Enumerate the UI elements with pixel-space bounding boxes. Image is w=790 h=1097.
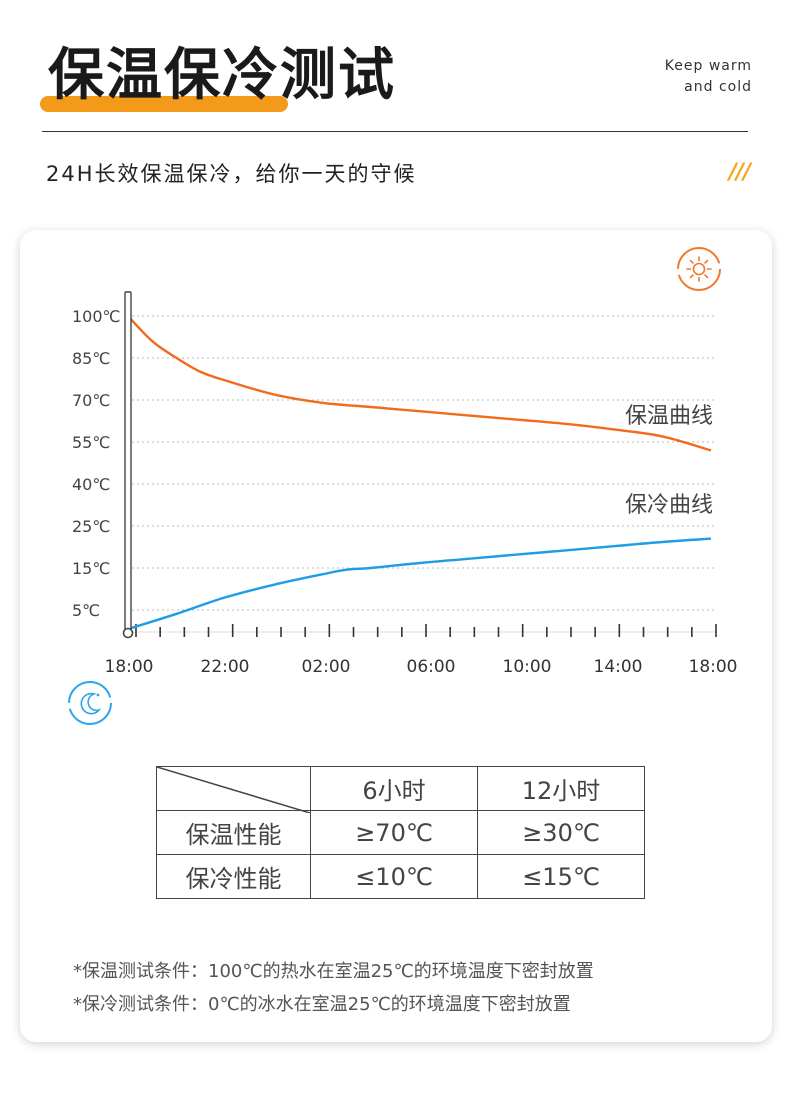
x-tick-label: 02:00 — [302, 657, 351, 677]
row-label: 保冷性能 — [156, 854, 311, 899]
y-tick-label: 40℃ — [72, 475, 110, 494]
y-tick-label: 55℃ — [72, 433, 110, 452]
subtitle: 24H长效保温保冷，给你一天的守候 — [46, 162, 417, 186]
axis-origin-dot — [122, 627, 134, 639]
y-tick-label: 70℃ — [72, 391, 110, 410]
x-tick-label: 06:00 — [407, 657, 456, 677]
moon-icon-ring — [68, 681, 112, 725]
table-cell: ≤15℃ — [477, 854, 645, 899]
footnotes: *保温测试条件：100℃的热水在室温25℃的环境温度下密封放置 *保冷测试条件：… — [73, 955, 594, 1021]
x-tick-label: 18:00 — [689, 657, 738, 677]
moon-icon-crescent — [80, 692, 102, 715]
table-header-row: 6小时 12小时 — [156, 766, 645, 813]
sun-icon-ray — [704, 259, 709, 264]
y-tick-label: 15℃ — [72, 559, 110, 578]
cold-curve-label: 保冷曲线 — [625, 493, 713, 518]
x-tick-label: 10:00 — [503, 657, 552, 677]
table-cell: ≥70℃ — [310, 810, 478, 855]
sun-icon-ray — [704, 274, 709, 279]
sun-icon-ray — [689, 259, 694, 264]
x-axis: 18:00 22:00 02:00 06:00 10:00 14:00 18:00 — [105, 624, 738, 677]
y-axis-bar-shape — [124, 291, 132, 630]
warm-curve-label: 保温曲线 — [625, 404, 713, 429]
table-header-cell: 6小时 — [310, 766, 478, 811]
y-tick-label: 5℃ — [72, 601, 100, 620]
series-lines — [127, 315, 712, 631]
grid-lines — [132, 315, 716, 611]
y-tick-label: 85℃ — [72, 349, 110, 368]
sun-icon-ray — [689, 274, 694, 279]
x-tick-label: 22:00 — [201, 657, 250, 677]
table-cell: ≥30℃ — [477, 810, 645, 855]
divider — [42, 131, 748, 132]
english-title-line-2: and cold — [684, 79, 752, 95]
performance-table: 6小时 12小时 保温性能 ≥70℃ ≥30℃ 保冷性能 ≤10℃ ≤15℃ — [156, 766, 645, 899]
slash-decoration: /// — [728, 160, 751, 185]
english-title-line-1: Keep warm — [664, 58, 752, 74]
footnote-cold: *保冷测试条件：0℃的冰水在室温25℃的环境温度下密封放置 — [73, 994, 571, 1015]
footnote-warm: *保温测试条件：100℃的热水在室温25℃的环境温度下密封放置 — [73, 961, 594, 982]
table-row: 保冷性能 ≤10℃ ≤15℃ — [156, 854, 645, 899]
moon-icon — [68, 681, 112, 725]
sun-icon — [677, 247, 721, 291]
sun-icon-ring — [677, 247, 721, 291]
y-axis-bar — [122, 291, 134, 639]
x-tick-label: 14:00 — [594, 657, 643, 677]
y-tick-label: 25℃ — [72, 517, 110, 536]
chart-card — [20, 230, 772, 1042]
y-tick-label: 100℃ — [72, 307, 121, 326]
table-row: 保温性能 ≥70℃ ≥30℃ — [156, 810, 645, 855]
page-title: 保温保冷测试 — [48, 43, 396, 108]
table-header-cell: 12小时 — [477, 766, 645, 811]
table-cell: ≤10℃ — [310, 854, 478, 899]
sun-icon-core — [692, 262, 706, 276]
english-title: Keep warm and cold — [665, 56, 752, 98]
moon-icon-star — [96, 693, 100, 697]
title-block: 保温保冷测试 — [40, 40, 394, 120]
x-tick-label: 18:00 — [105, 657, 154, 677]
title-highlight — [40, 96, 288, 112]
cold-curve — [127, 537, 712, 631]
y-axis-labels: 100℃ 85℃ 70℃ 55℃ 40℃ 25℃ 15℃ 5℃ — [72, 307, 121, 620]
warm-curve — [127, 315, 712, 452]
corner-diagonal — [157, 767, 310, 813]
row-label: 保温性能 — [156, 810, 311, 855]
table-corner-cell — [156, 766, 311, 813]
